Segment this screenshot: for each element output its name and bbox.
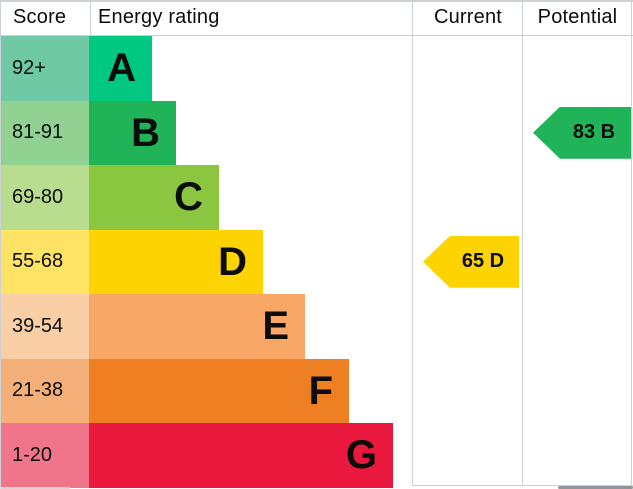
score-range: 1-20 — [12, 443, 53, 466]
band-letter: C — [174, 175, 203, 220]
top-border — [0, 0, 633, 2]
score-range: 92+ — [12, 56, 46, 79]
header-potential: Potential — [537, 6, 618, 28]
potential-rating-label: 83 B — [572, 121, 616, 144]
score-cell-g: 1-20 — [1, 423, 89, 488]
header-score: Score — [13, 6, 67, 28]
current-rating-label: 65 D — [461, 250, 505, 273]
header-current: Current — [433, 6, 503, 28]
band-bar-e: E — [89, 294, 305, 359]
right-border — [631, 0, 632, 486]
current-rating-marker: 65 D — [423, 235, 519, 288]
band-letter: F — [308, 368, 333, 413]
band-bar-f: F — [89, 358, 349, 423]
current-column-divider — [412, 0, 413, 486]
band-bar-c: C — [89, 165, 219, 230]
score-range: 39-54 — [12, 314, 64, 337]
score-range: 55-68 — [12, 250, 64, 273]
band-bar-d: D — [89, 229, 263, 294]
score-cell-e: 39-54 — [1, 294, 89, 359]
score-range: 81-91 — [12, 121, 64, 144]
potential-column-divider — [522, 0, 523, 486]
left-border — [0, 0, 1, 487]
score-column-divider — [90, 0, 91, 36]
band-bar-g: G — [89, 423, 393, 488]
band-letter: B — [131, 110, 160, 155]
score-range: 69-80 — [12, 185, 64, 208]
scrollbar-thumb[interactable] — [558, 486, 633, 489]
score-cell-d: 55-68 — [1, 229, 89, 294]
band-bar-b: B — [89, 100, 176, 165]
score-range: 21-38 — [12, 379, 64, 402]
score-cell-b: 81-91 — [1, 100, 89, 165]
band-letter: E — [262, 304, 289, 349]
band-letter: A — [107, 46, 136, 91]
score-cell-f: 21-38 — [1, 358, 89, 423]
bottom-border-right — [412, 485, 633, 486]
score-cell-c: 69-80 — [1, 165, 89, 230]
band-bar-a: A — [89, 36, 152, 101]
band-letter: G — [345, 433, 377, 478]
score-cell-a: 92+ — [1, 36, 89, 101]
header-energy-rating: Energy rating — [98, 6, 220, 28]
header-underline — [0, 35, 633, 36]
potential-rating-marker: 83 B — [533, 106, 631, 159]
scrollbar-track-fragment — [0, 487, 70, 489]
band-letter: D — [218, 239, 247, 284]
